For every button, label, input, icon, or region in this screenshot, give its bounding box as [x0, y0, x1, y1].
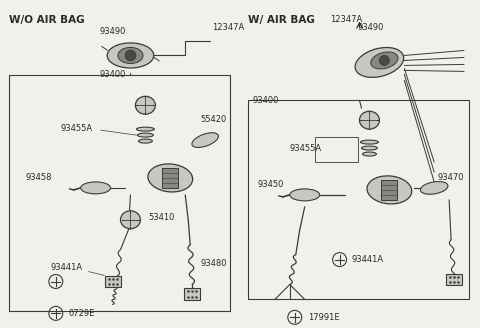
Text: 93441A: 93441A	[51, 263, 83, 272]
Circle shape	[125, 50, 136, 61]
Ellipse shape	[290, 189, 320, 201]
Ellipse shape	[420, 181, 448, 194]
Ellipse shape	[360, 111, 379, 129]
Text: 93480: 93480	[200, 259, 227, 268]
Bar	[9, 75, 230, 311]
Ellipse shape	[361, 146, 377, 150]
Text: 93400: 93400	[253, 96, 279, 105]
Ellipse shape	[362, 152, 376, 156]
Text: 0729E: 0729E	[69, 309, 95, 318]
Text: W/O AIR BAG: W/O AIR BAG	[9, 15, 84, 25]
Circle shape	[379, 55, 389, 65]
Bar	[382, 180, 397, 200]
Text: 93490: 93490	[99, 27, 126, 35]
Text: 12347A: 12347A	[212, 23, 244, 31]
Ellipse shape	[107, 43, 154, 68]
Text: 93450: 93450	[258, 180, 284, 189]
Ellipse shape	[136, 127, 155, 131]
Bar	[162, 168, 178, 188]
Text: 93441A: 93441A	[351, 255, 384, 264]
Ellipse shape	[137, 133, 154, 137]
Text: 93400: 93400	[99, 71, 126, 79]
Text: 55420: 55420	[200, 115, 227, 124]
Text: 12347A: 12347A	[330, 15, 362, 24]
Ellipse shape	[367, 176, 412, 204]
Text: 17991E: 17991E	[308, 313, 339, 322]
Text: 93470: 93470	[437, 174, 464, 182]
Ellipse shape	[192, 133, 218, 148]
Bar	[315, 137, 359, 162]
Ellipse shape	[371, 52, 398, 69]
Ellipse shape	[138, 139, 152, 143]
Bar	[446, 274, 462, 285]
Ellipse shape	[81, 182, 110, 194]
Ellipse shape	[355, 48, 404, 77]
Text: 93455A: 93455A	[61, 124, 93, 133]
Bar	[248, 100, 469, 299]
Ellipse shape	[118, 47, 143, 64]
Text: W/ AIR BAG: W/ AIR BAG	[248, 15, 315, 25]
Text: 93455A: 93455A	[290, 144, 322, 153]
Bar	[105, 276, 120, 287]
Text: 93458: 93458	[26, 174, 52, 182]
Ellipse shape	[148, 164, 192, 192]
Text: 53410: 53410	[148, 213, 175, 222]
Bar	[184, 288, 200, 300]
Ellipse shape	[135, 96, 156, 114]
Ellipse shape	[120, 211, 141, 229]
Text: 93490: 93490	[358, 23, 384, 31]
Ellipse shape	[360, 140, 378, 144]
